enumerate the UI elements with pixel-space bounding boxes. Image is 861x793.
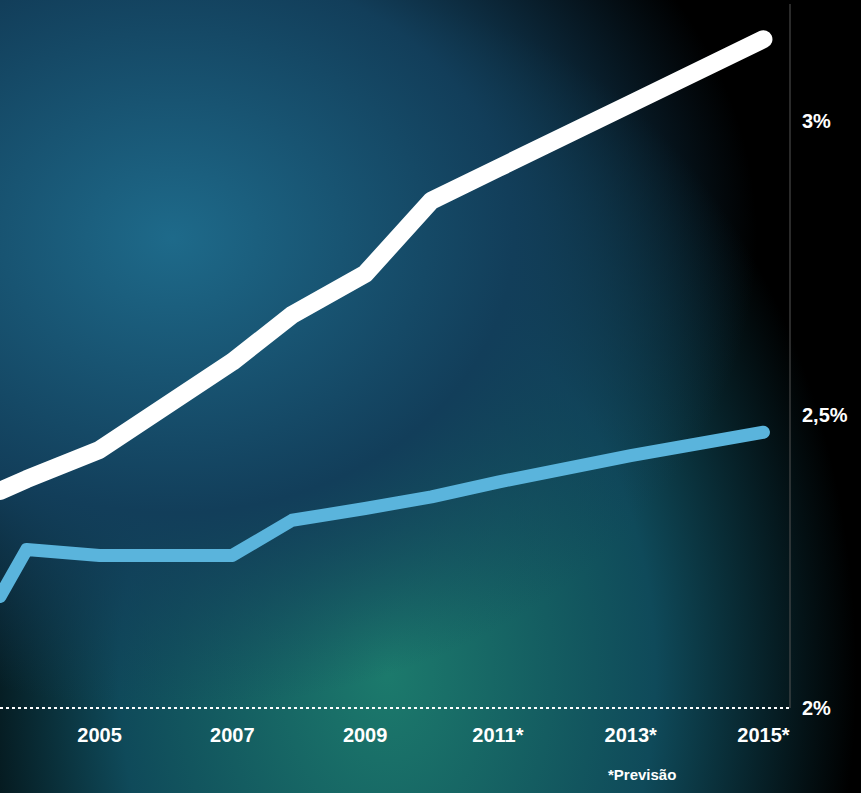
svg-text:2,5%: 2,5% (802, 404, 848, 426)
html-text:*Previsão: *Previsão (608, 766, 677, 783)
svg-text:2007: 2007 (210, 724, 255, 746)
svg-text:2013*: 2013* (605, 724, 657, 746)
svg-text:2011*: 2011* (472, 724, 523, 746)
svg-text:2%: 2% (802, 697, 831, 719)
svg-text:2009: 2009 (343, 724, 388, 746)
svg-text:2005: 2005 (77, 724, 122, 746)
svg-text:2015*: 2015* (737, 724, 789, 746)
svg-text:3%: 3% (802, 110, 831, 132)
